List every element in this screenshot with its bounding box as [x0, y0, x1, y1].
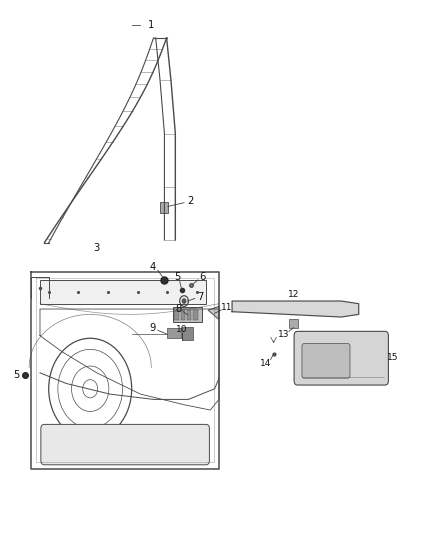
Text: 1: 1	[148, 20, 155, 30]
Bar	[166, 328, 180, 338]
Text: 8: 8	[176, 304, 182, 314]
Text: 6: 6	[200, 272, 206, 281]
FancyBboxPatch shape	[294, 332, 389, 385]
Text: 13: 13	[278, 329, 290, 338]
Bar	[182, 327, 193, 340]
Text: 3: 3	[94, 243, 100, 253]
Text: 4: 4	[149, 262, 156, 271]
Bar	[180, 310, 185, 320]
Text: 5: 5	[174, 272, 181, 282]
Polygon shape	[232, 301, 359, 317]
Text: 9: 9	[149, 322, 155, 333]
Bar	[193, 310, 198, 320]
Bar	[40, 280, 206, 304]
Bar	[289, 319, 298, 328]
Text: 10: 10	[176, 325, 187, 334]
Text: 5: 5	[14, 370, 20, 381]
Circle shape	[182, 299, 186, 303]
Bar	[187, 310, 191, 320]
FancyBboxPatch shape	[41, 424, 209, 465]
Polygon shape	[208, 306, 219, 320]
FancyBboxPatch shape	[302, 344, 350, 378]
Text: 7: 7	[198, 292, 204, 302]
Bar	[160, 201, 168, 213]
Text: 11: 11	[221, 303, 233, 312]
Text: 2: 2	[187, 196, 194, 206]
Bar	[174, 310, 179, 320]
Text: 14: 14	[260, 359, 271, 368]
Text: 12: 12	[287, 289, 299, 298]
Text: 15: 15	[387, 353, 399, 362]
Bar	[173, 308, 201, 322]
